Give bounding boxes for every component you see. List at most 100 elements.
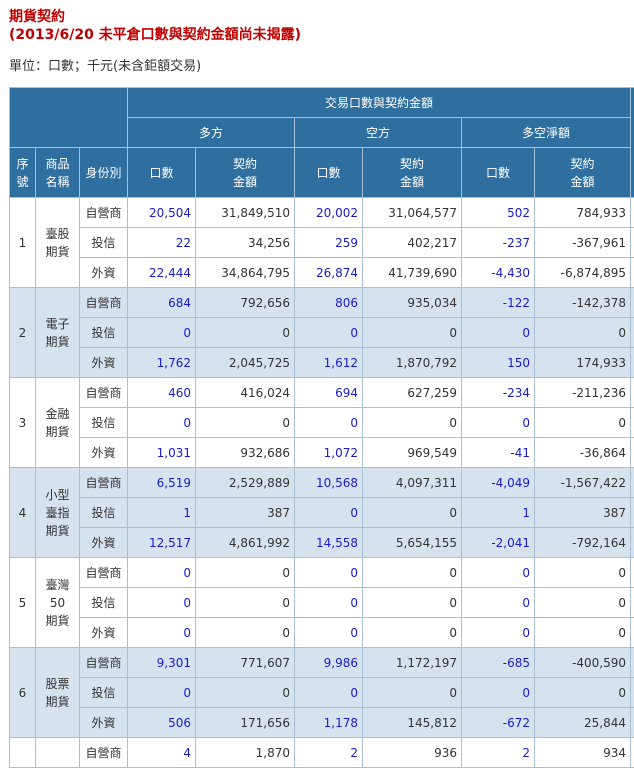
net-lots-cell[interactable]: 0	[462, 618, 535, 648]
short-lots-cell[interactable]: 0	[295, 558, 363, 588]
net-lots-cell[interactable]: 0	[462, 678, 535, 708]
net-lots-cell[interactable]: -122	[462, 288, 535, 318]
short-lots-cell[interactable]: 0	[295, 678, 363, 708]
seq-cell	[10, 738, 36, 768]
long-lots-cell[interactable]: 4	[128, 738, 196, 768]
identity-cell: 自營商	[80, 648, 128, 678]
header-short-lots: 口數	[295, 148, 363, 198]
short-amt-cell: 31,064,577	[363, 198, 462, 228]
long-lots-cell[interactable]: 0	[128, 618, 196, 648]
short-lots-cell[interactable]: 0	[295, 618, 363, 648]
net-lots-cell[interactable]: -4,049	[462, 468, 535, 498]
long-lots-cell[interactable]: 0	[128, 408, 196, 438]
short-lots-cell[interactable]: 0	[295, 408, 363, 438]
net-amt-cell: 784,933	[535, 198, 631, 228]
net-lots-cell[interactable]: -4,430	[462, 258, 535, 288]
long-lots-cell[interactable]: 6,519	[128, 468, 196, 498]
seq-cell: 2	[10, 288, 36, 378]
long-lots-cell[interactable]: 0	[128, 558, 196, 588]
net-lots-cell[interactable]: -237	[462, 228, 535, 258]
short-amt-cell: 627,259	[363, 378, 462, 408]
long-amt-cell: 0	[196, 318, 295, 348]
product-name-cell: 股票期貨	[36, 648, 80, 738]
header-row-3: 序號 商品名稱 身份別 口數 契約金額 口數 契約金額 口數 契約金額	[10, 148, 634, 198]
header-short-amount: 契約金額	[363, 148, 462, 198]
short-lots-cell[interactable]: 26,874	[295, 258, 363, 288]
net-amt-cell: 0	[535, 678, 631, 708]
header-net-amount: 契約金額	[535, 148, 631, 198]
net-lots-cell[interactable]: 0	[462, 558, 535, 588]
long-lots-cell[interactable]: 506	[128, 708, 196, 738]
short-lots-cell[interactable]: 806	[295, 288, 363, 318]
short-lots-cell[interactable]: 0	[295, 498, 363, 528]
long-lots-cell[interactable]: 12,517	[128, 528, 196, 558]
net-amt-cell: -367,961	[535, 228, 631, 258]
overflow-cell	[631, 498, 634, 528]
net-lots-cell[interactable]: 0	[462, 318, 535, 348]
long-lots-cell[interactable]: 1	[128, 498, 196, 528]
short-lots-cell[interactable]: 0	[295, 318, 363, 348]
net-lots-cell[interactable]: 2	[462, 738, 535, 768]
net-lots-cell[interactable]: -41	[462, 438, 535, 468]
long-lots-cell[interactable]: 0	[128, 318, 196, 348]
long-lots-cell[interactable]: 1,762	[128, 348, 196, 378]
long-lots-cell[interactable]: 460	[128, 378, 196, 408]
net-amt-cell: 0	[535, 588, 631, 618]
futures-table: 交易口數與契約金額 多方 空方 多空淨額 序號 商品名稱 身份別 口數 契約金額…	[9, 87, 634, 768]
short-amt-cell: 0	[363, 498, 462, 528]
net-lots-cell[interactable]: -672	[462, 708, 535, 738]
seq-cell: 6	[10, 648, 36, 738]
long-lots-cell[interactable]: 684	[128, 288, 196, 318]
short-lots-cell[interactable]: 20,002	[295, 198, 363, 228]
long-lots-cell[interactable]: 20,504	[128, 198, 196, 228]
short-lots-cell[interactable]: 9,986	[295, 648, 363, 678]
long-amt-cell: 792,656	[196, 288, 295, 318]
short-lots-cell[interactable]: 2	[295, 738, 363, 768]
net-lots-cell[interactable]: 0	[462, 588, 535, 618]
long-lots-cell[interactable]: 0	[128, 588, 196, 618]
net-lots-cell[interactable]: 1	[462, 498, 535, 528]
overflow-cell	[631, 198, 634, 228]
short-lots-cell[interactable]: 10,568	[295, 468, 363, 498]
net-lots-cell[interactable]: -685	[462, 648, 535, 678]
long-amt-cell: 34,256	[196, 228, 295, 258]
net-lots-cell[interactable]: -234	[462, 378, 535, 408]
identity-cell: 投信	[80, 588, 128, 618]
net-lots-cell[interactable]: 502	[462, 198, 535, 228]
product-name-cell	[36, 738, 80, 768]
net-amt-cell: -36,864	[535, 438, 631, 468]
product-name-line: 臺股	[45, 227, 69, 241]
identity-cell: 外資	[80, 618, 128, 648]
identity-cell: 外資	[80, 258, 128, 288]
long-lots-cell[interactable]: 22	[128, 228, 196, 258]
short-lots-cell[interactable]: 259	[295, 228, 363, 258]
short-lots-cell[interactable]: 1,072	[295, 438, 363, 468]
identity-cell: 自營商	[80, 468, 128, 498]
product-name-cell: 臺股期貨	[36, 198, 80, 288]
short-lots-cell[interactable]: 694	[295, 378, 363, 408]
header-long-amount: 契約金額	[196, 148, 295, 198]
short-amt-cell: 0	[363, 678, 462, 708]
overflow-cell	[631, 318, 634, 348]
net-lots-cell[interactable]: -2,041	[462, 528, 535, 558]
short-lots-cell[interactable]: 1,178	[295, 708, 363, 738]
net-lots-cell[interactable]: 0	[462, 408, 535, 438]
long-lots-cell[interactable]: 1,031	[128, 438, 196, 468]
short-lots-cell[interactable]: 1,612	[295, 348, 363, 378]
long-amt-cell: 171,656	[196, 708, 295, 738]
long-lots-cell[interactable]: 0	[128, 678, 196, 708]
long-lots-cell[interactable]: 9,301	[128, 648, 196, 678]
short-lots-cell[interactable]: 14,558	[295, 528, 363, 558]
short-amt-cell: 1,870,792	[363, 348, 462, 378]
net-amt-cell: 174,933	[535, 348, 631, 378]
long-lots-cell[interactable]: 22,444	[128, 258, 196, 288]
net-lots-cell[interactable]: 150	[462, 348, 535, 378]
short-lots-cell[interactable]: 0	[295, 588, 363, 618]
